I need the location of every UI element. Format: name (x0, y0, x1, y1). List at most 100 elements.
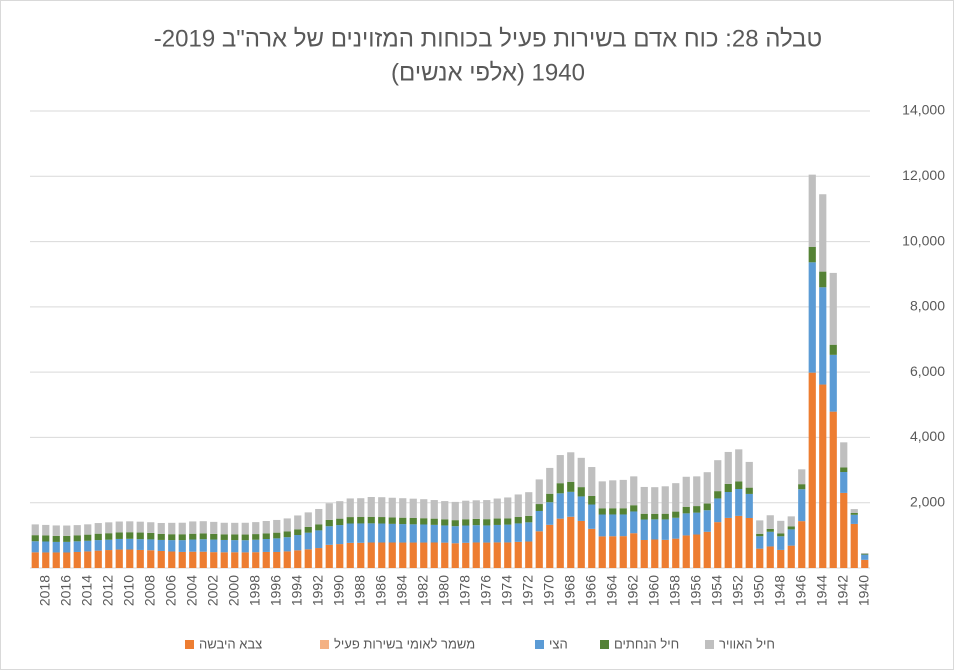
bar-segment (514, 541, 522, 568)
bar-segment (556, 455, 564, 484)
bar-segment (787, 526, 795, 530)
bar-segment (766, 528, 774, 532)
y-tick-label: 12,000 (902, 167, 945, 183)
x-tick-label: 1996 (267, 575, 283, 606)
bar-segment (567, 481, 575, 492)
bar-segment (252, 539, 260, 553)
bar-segment (504, 524, 512, 543)
bar-segment (31, 541, 39, 553)
bar-segment (262, 539, 270, 552)
bar-segment (598, 514, 606, 537)
bar-segment (588, 467, 596, 496)
bar-segment (136, 539, 144, 550)
bar-segment (766, 515, 774, 529)
bar-segment (315, 530, 323, 549)
bar-segment (147, 522, 155, 533)
bar-segment (840, 492, 848, 568)
bar-segment (493, 524, 501, 543)
x-tick-label: 1950 (750, 575, 766, 606)
bar-segment (504, 518, 512, 525)
bar-segment (861, 554, 869, 560)
bar-segment (798, 484, 806, 490)
bar-segment (672, 483, 680, 512)
bar-segment (693, 476, 701, 507)
bar-segment (430, 518, 438, 525)
bar-segment (588, 528, 596, 568)
bar-segment (367, 523, 375, 543)
bar-segment (241, 540, 249, 553)
bar-segment (325, 519, 333, 527)
bar-segment (546, 467, 554, 494)
bar-segment (609, 508, 617, 515)
bar-segment (31, 535, 39, 542)
x-tick-label: 1964 (603, 575, 619, 606)
legend-label: חיל האוויר (719, 636, 775, 651)
bar-segment (598, 481, 606, 509)
bar-segment (262, 520, 270, 534)
bar-segment (52, 541, 60, 553)
x-tick-label: 1982 (414, 575, 430, 606)
bar-segment (714, 498, 722, 523)
bar-segment (703, 531, 711, 568)
bar-segment (441, 542, 449, 568)
bar-segment (84, 551, 92, 568)
bar-segment (388, 497, 396, 518)
bar-segment (609, 514, 617, 537)
bar-segment (378, 497, 386, 518)
bar-segment (315, 508, 323, 525)
bar-segment (808, 262, 816, 373)
bar-segment (157, 550, 165, 568)
bar-segment (409, 498, 417, 518)
bar-segment (73, 541, 81, 552)
bar-segment (367, 497, 375, 517)
bar-segment (325, 544, 333, 568)
bar-segment (703, 510, 711, 532)
bar-segment (346, 498, 354, 518)
bar-segment (598, 508, 606, 515)
bar-segment (462, 519, 470, 526)
x-tick-label: 1956 (687, 575, 703, 606)
bar-segment (441, 525, 449, 543)
y-tick-label: 10,000 (902, 232, 945, 248)
bar-segment (651, 513, 659, 520)
bar-segment (756, 548, 764, 568)
bar-segment (42, 541, 50, 553)
legend-swatch (600, 640, 609, 649)
bar-segment (199, 521, 207, 534)
bar-segment (126, 538, 134, 550)
bar-segment (535, 531, 543, 568)
bar-segment (241, 522, 249, 535)
bar-segment (157, 522, 165, 534)
bar-segment (399, 542, 407, 568)
x-tick-label: 2012 (99, 575, 115, 606)
bar-segment (315, 548, 323, 568)
bar-segment (420, 518, 428, 525)
bar-segment (399, 498, 407, 518)
bar-segment (189, 551, 197, 568)
bar-segment (787, 529, 795, 546)
x-tick-label: 2004 (183, 575, 199, 606)
bar-segment (735, 489, 743, 516)
x-tick-label: 1980 (435, 575, 451, 606)
x-tick-label: 1962 (624, 575, 640, 606)
bar-segment (567, 452, 575, 482)
bar-segment (52, 552, 60, 568)
bar-segment (147, 532, 155, 540)
x-tick-label: 1968 (561, 575, 577, 606)
bar-segment (693, 512, 701, 535)
bar-segment (430, 524, 438, 543)
bar-segment (409, 542, 417, 568)
bar-segment (105, 550, 113, 568)
bar-segment (577, 457, 585, 488)
bar-segment (588, 504, 596, 529)
bar-segment (777, 533, 785, 537)
bar-segment (346, 542, 354, 568)
bar-segment (861, 559, 869, 568)
bar-segment (819, 194, 827, 272)
bar-segment (115, 549, 123, 568)
x-tick-label: 1970 (540, 575, 556, 606)
bar-segment (640, 519, 648, 540)
bar-segment (577, 496, 585, 521)
bar-segment (168, 551, 176, 568)
bar-segment (609, 536, 617, 568)
